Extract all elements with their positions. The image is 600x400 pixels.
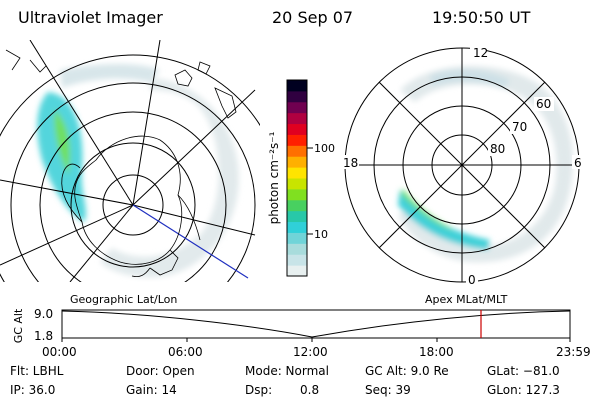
apex-label: Apex MLat/MLT bbox=[425, 293, 508, 306]
glat-readout: GLat: −81.0 bbox=[487, 364, 560, 378]
altitude-ylabel: GC Alt bbox=[12, 308, 25, 343]
filter-readout: Flt: LBHL bbox=[10, 364, 64, 378]
aurora-emission-geo bbox=[37, 64, 239, 278]
colorbar-cell bbox=[287, 123, 307, 135]
colorbar-cell bbox=[287, 178, 307, 190]
mlt-label-12: 12 bbox=[473, 46, 488, 60]
mlt-label-0: 0 bbox=[468, 273, 476, 287]
time-label: 19:50:50 UT bbox=[432, 8, 531, 27]
mlt-labels: 12 18 6 0 bbox=[341, 46, 584, 287]
mode-readout: Mode: Normal bbox=[245, 364, 329, 378]
altitude-ytick-min: 1.8 bbox=[34, 329, 53, 343]
colorbar-cell bbox=[287, 101, 307, 114]
colorbar-cell bbox=[287, 90, 307, 103]
colorbar-cell bbox=[287, 188, 307, 201]
colorbar-cell bbox=[287, 232, 307, 244]
mlat-label-70: 70 bbox=[512, 120, 527, 134]
altitude-xtick-1800: 18:00 bbox=[419, 345, 454, 359]
gc-alt-readout: GC Alt: 9.0 Re bbox=[365, 364, 449, 378]
colorbar-cell bbox=[287, 265, 307, 277]
mlat-label-60: 60 bbox=[536, 97, 551, 111]
altitude-x-ticks bbox=[61, 338, 571, 342]
colorbar-cell bbox=[287, 134, 307, 146]
colorbar-cell bbox=[287, 145, 307, 157]
noon-meridian-line bbox=[132, 204, 249, 279]
dsp-label: Dsp: bbox=[245, 383, 273, 397]
altitude-plot: GC Alt 9.0 1.8 00:00 06:00 12:00 18:00 2… bbox=[12, 307, 591, 359]
colorbar-cell bbox=[287, 112, 307, 125]
mlat-labels: 60 70 80 bbox=[488, 97, 554, 156]
geographic-label: Geographic Lat/Lon bbox=[70, 293, 177, 306]
altitude-xtick-0000: 00:00 bbox=[42, 345, 77, 359]
door-readout: Door: Open bbox=[126, 364, 195, 378]
altitude-xtick-2359: 23:59 bbox=[556, 345, 591, 359]
colorbar-cell bbox=[287, 243, 307, 255]
altitude-ytick-max: 9.0 bbox=[34, 307, 53, 321]
mlat-label-80: 80 bbox=[490, 142, 505, 156]
mlt-lines bbox=[345, 48, 579, 282]
colorbar-cell bbox=[287, 210, 307, 223]
colorbar-unit-label: photon cm⁻²s⁻¹ bbox=[267, 131, 281, 224]
geographic-map bbox=[0, 40, 260, 282]
colorbar-frame bbox=[286, 79, 308, 277]
instrument-title: Ultraviolet Imager bbox=[18, 8, 163, 27]
colorbar-cell bbox=[287, 221, 307, 233]
glon-readout: GLon: 127.3 bbox=[487, 383, 560, 397]
colorbar: 100 10 photon cm⁻²s⁻¹ bbox=[267, 79, 335, 277]
colorbar-label-10: 10 bbox=[314, 228, 328, 241]
colorbar-cell bbox=[287, 167, 307, 179]
colorbar-cell bbox=[287, 156, 307, 168]
colorbar-cell bbox=[287, 199, 307, 212]
ip-readout: IP: 36.0 bbox=[10, 383, 56, 397]
mlt-label-6: 6 bbox=[574, 156, 582, 170]
gain-readout: Gain: 14 bbox=[126, 383, 177, 397]
altitude-curve bbox=[61, 310, 571, 338]
colorbar-label-100: 100 bbox=[314, 142, 335, 155]
continent-outlines bbox=[5, 49, 237, 277]
altitude-xtick-1200: 12:00 bbox=[293, 345, 328, 359]
apex-polar-map: 12 18 6 0 60 70 80 bbox=[341, 46, 584, 287]
altitude-plot-frame bbox=[61, 309, 571, 339]
altitude-xtick-0600: 06:00 bbox=[168, 345, 203, 359]
colorbar-gradient bbox=[287, 80, 307, 277]
colorbar-cell bbox=[287, 254, 307, 266]
latitude-circles bbox=[0, 54, 260, 282]
mlt-label-18: 18 bbox=[343, 156, 358, 170]
date-label: 20 Sep 07 bbox=[272, 8, 354, 27]
seq-readout: Seq: 39 bbox=[365, 383, 411, 397]
dsp-value: 0.8 bbox=[300, 383, 320, 397]
aurora-emission-apex bbox=[398, 66, 573, 263]
colorbar-cell bbox=[287, 80, 307, 92]
